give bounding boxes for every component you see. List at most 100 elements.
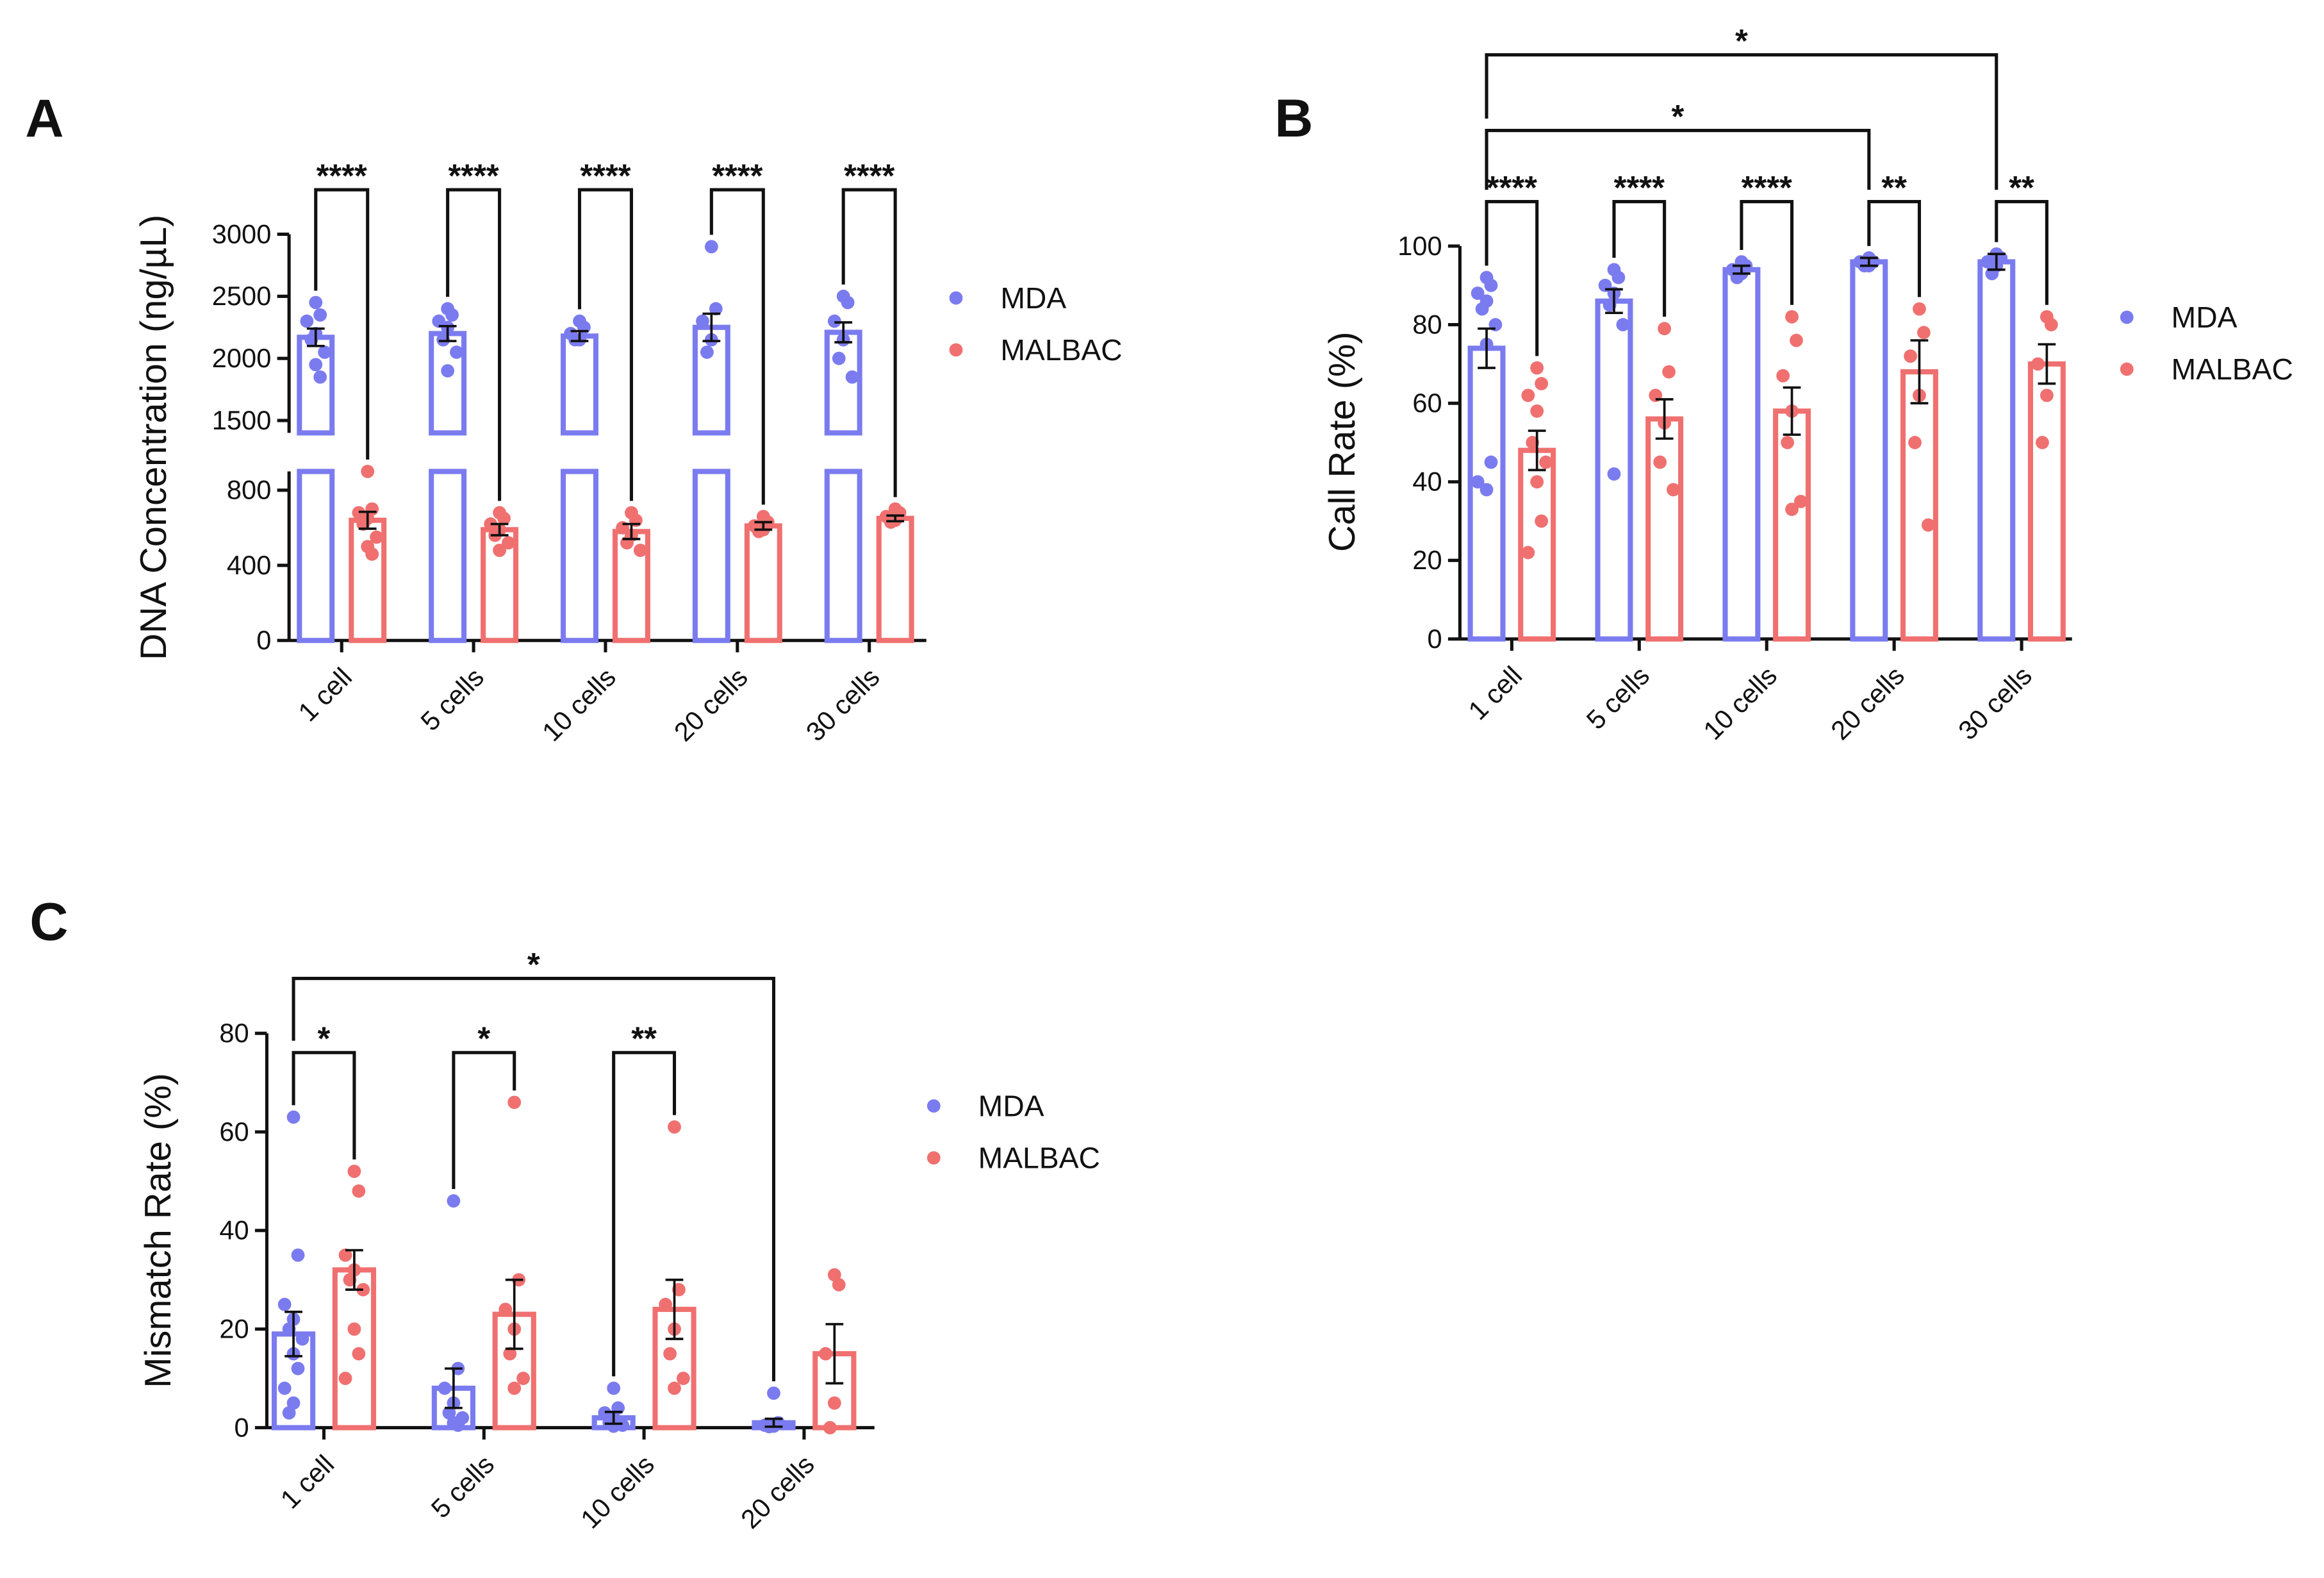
data-point [441,364,455,378]
data-point [1921,518,1935,532]
significance-bracket [1995,200,2048,305]
data-point [1790,333,1803,347]
data-point [347,1322,361,1336]
significance-bracket [1485,53,1998,190]
significance-bracket [1867,200,1922,297]
significance-bracket [446,188,502,501]
data-point [370,530,383,544]
bar [1977,259,2016,642]
significance-label: * [527,946,540,983]
data-point [1913,302,1926,316]
data-point [709,302,723,316]
bar [1645,416,1684,642]
bar [744,523,782,644]
data-point [819,1347,832,1361]
panel-title: A [25,88,63,148]
data-point [291,1248,305,1262]
data-point [2040,388,2054,403]
x-tick-label: 5 cells [425,1449,500,1524]
data-point [507,1095,522,1109]
bar [297,469,335,644]
data-point [361,465,375,478]
y-tick-label: 80 [219,1018,249,1048]
y-tick-label: 60 [1412,388,1442,418]
y-tick-label: 0 [256,625,271,655]
data-point [1471,475,1485,489]
y-tick-label: 800 [227,475,271,505]
legend-marker [949,343,963,357]
x-tick-label: 30 cells [800,662,886,747]
data-point [451,1418,465,1433]
data-point [1530,404,1544,418]
data-point [1908,436,1922,449]
data-point [445,308,459,322]
y-tick-label: 400 [227,550,271,580]
significance-label: * [1735,22,1748,59]
legend-label: MDA [1000,281,1066,315]
x-tick-label: 5 cells [1580,660,1655,735]
data-point [1776,369,1790,383]
significance-label: ** [631,1020,657,1057]
data-point [347,1165,361,1178]
data-point [1471,287,1485,300]
y-tick-label: 1500 [212,405,272,435]
data-point [1530,361,1544,375]
data-point [282,1406,296,1420]
data-point [338,1248,352,1262]
significance-label: **** [1614,169,1665,206]
data-point [291,1361,305,1375]
data-point [502,536,515,550]
data-point [845,370,859,384]
data-point [841,295,855,310]
panel-title: B [1274,88,1313,148]
bar [692,469,730,644]
significance-bracket [1485,200,1539,356]
y-tick-label: 20 [1412,545,1442,575]
data-point [277,1297,292,1311]
x-tick-label: 1 cell [1462,660,1528,726]
y-tick-label: 100 [1397,231,1442,261]
legend-label: MALBAC [2172,353,2293,386]
bar [297,335,335,436]
y-tick-label: 0 [235,1412,249,1442]
significance-label: ** [1881,169,1907,206]
data-point [1653,455,1667,469]
x-tick-label: 1 cell [274,1449,340,1515]
data-point [1484,278,1498,292]
data-point [823,1421,837,1434]
panel: C Mismatch Rate (%) 0 20 40 60 80 1 cell 5 cells… [29,892,1100,1534]
x-tick-label: 1 cell [292,662,358,727]
bar [560,333,598,436]
x-tick-label: 10 cells [575,1449,660,1534]
bar [876,515,914,644]
y-tick-label: 80 [1412,309,1442,339]
significance-label: **** [1487,169,1537,206]
significance-label: * [1672,98,1685,135]
data-point [450,345,463,359]
x-tick-label: 30 cells [1952,660,2038,745]
data-point [663,1347,677,1361]
bar [429,469,467,644]
data-point [1916,326,1931,340]
bar [1850,259,1888,642]
data-point [493,544,506,558]
significance-label: **** [448,157,499,194]
significance-bracket [314,188,370,460]
data-point [696,314,709,328]
bar [1722,267,1761,642]
data-point [497,511,511,526]
legend-label: MDA [2172,301,2237,334]
legend-label: MALBAC [1000,333,1122,367]
data-point [1479,483,1494,497]
significance-bracket [1485,129,1871,190]
bar [1900,369,1938,642]
data-point [2036,436,2049,449]
y-tick-label: 20 [219,1314,249,1344]
data-point [704,240,718,254]
y-axis-label: DNA Concentration (ng/µL) [133,215,174,660]
legend-marker [2120,310,2134,324]
data-point [2031,357,2045,371]
data-point [1658,322,1672,336]
y-axis-label: Mismatch Rate (%) [138,1073,179,1388]
y-tick-label: 2000 [212,343,272,373]
